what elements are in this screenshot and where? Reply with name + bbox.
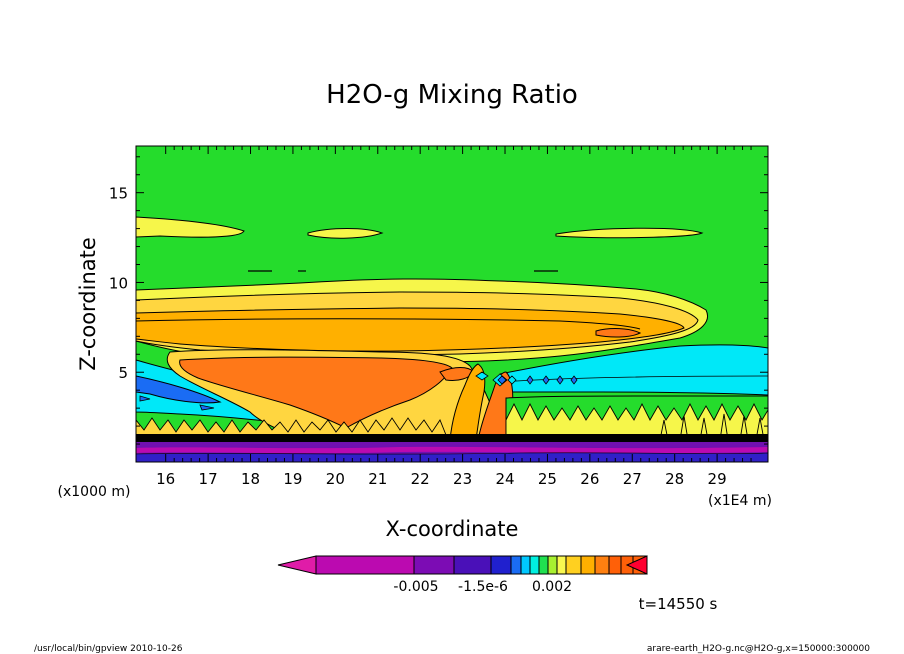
x-tick-label: 20 xyxy=(326,470,345,488)
colorbar-cell xyxy=(608,555,622,575)
time-label: t=14550 s xyxy=(639,595,718,613)
upper-moist-streak-right xyxy=(555,227,704,239)
colorbar-label-3: 0.002 xyxy=(532,579,572,595)
colorbar-cell xyxy=(547,555,558,575)
colorbar-cell xyxy=(510,555,522,575)
x-scale-note: (x1E4 m) xyxy=(708,493,772,509)
x-axis-ticks: 16 17 18 19 20 21 22 23 24 25 26 27 28 29 xyxy=(156,146,752,488)
x-tick-label: 24 xyxy=(495,470,514,488)
anvil-orange-blob xyxy=(595,328,642,338)
y-tick-label: 10 xyxy=(109,274,128,292)
x-tick-label: 19 xyxy=(283,470,302,488)
x-tick-label: 22 xyxy=(411,470,430,488)
colorbar-cell xyxy=(580,555,596,575)
x-tick-label: 25 xyxy=(538,470,557,488)
cyan-tongue-right xyxy=(499,344,768,396)
colorbar-label-1: -0.005 xyxy=(393,579,438,595)
x-tick-label: 26 xyxy=(580,470,599,488)
x-tick-label: 23 xyxy=(453,470,472,488)
x-tick-label: 27 xyxy=(623,470,642,488)
plot-frame xyxy=(135,145,769,463)
x-axis-label: X-coordinate xyxy=(386,517,519,541)
footer-left: /usr/local/bin/gpview 2010-10-26 xyxy=(34,644,183,654)
x-tick-label: 29 xyxy=(708,470,727,488)
updraft-cyan-dots xyxy=(475,371,517,387)
y-scale-note: (x1000 m) xyxy=(58,484,131,500)
updraft-blue-dots xyxy=(497,375,578,385)
colorbar-cell xyxy=(529,555,540,575)
cyan-tongue-inner-line xyxy=(499,375,768,383)
lower-right-spikes xyxy=(659,413,765,441)
upper-moist-streak-middle xyxy=(307,228,384,239)
updraft-column-1 xyxy=(449,363,486,441)
colorbar-cell xyxy=(490,555,512,575)
colorbar-cell xyxy=(413,555,455,575)
colorbar-cell xyxy=(538,555,549,575)
x-tick-label: 18 xyxy=(241,470,260,488)
surface-magenta-streaks xyxy=(136,446,768,454)
y-axis-label: Z-coordinate xyxy=(76,237,100,371)
upper-moist-streak-left xyxy=(136,216,245,238)
surface-black-line xyxy=(136,434,768,442)
x-tick-label: 17 xyxy=(199,470,218,488)
lower-right-zigzag xyxy=(505,402,768,441)
surface-blue-band xyxy=(136,452,768,462)
colorbar xyxy=(277,555,648,575)
chart-title: H2O-g Mixing Ratio xyxy=(326,80,578,110)
x-tick-label: 28 xyxy=(665,470,684,488)
x-tick-label: 16 xyxy=(156,470,175,488)
x-tick-label: 21 xyxy=(368,470,387,488)
plume-orange-core xyxy=(179,356,453,429)
plot-area xyxy=(136,146,768,462)
anvil-inner-line xyxy=(136,318,641,330)
colorbar-cell xyxy=(556,555,567,575)
colorbar-cell xyxy=(565,555,582,575)
colorbar-label-2: -1.5e-6 xyxy=(458,579,508,595)
blue-band-left xyxy=(136,375,222,404)
footer-right: arare-earth_H2O-g.nc@H2O-g,x=150000:3000… xyxy=(647,644,870,654)
colorbar-left-arrow xyxy=(277,555,317,575)
colorbar-cell xyxy=(594,555,610,575)
colorbar-cell xyxy=(520,555,531,575)
colorbar-right-arrow xyxy=(625,555,648,575)
colorbar-cell xyxy=(315,555,415,575)
colorbar-cell xyxy=(453,555,492,575)
y-axis-ticks: 5 10 15 xyxy=(109,156,768,445)
y-tick-label: 5 xyxy=(118,364,128,382)
y-tick-label: 15 xyxy=(109,185,128,203)
